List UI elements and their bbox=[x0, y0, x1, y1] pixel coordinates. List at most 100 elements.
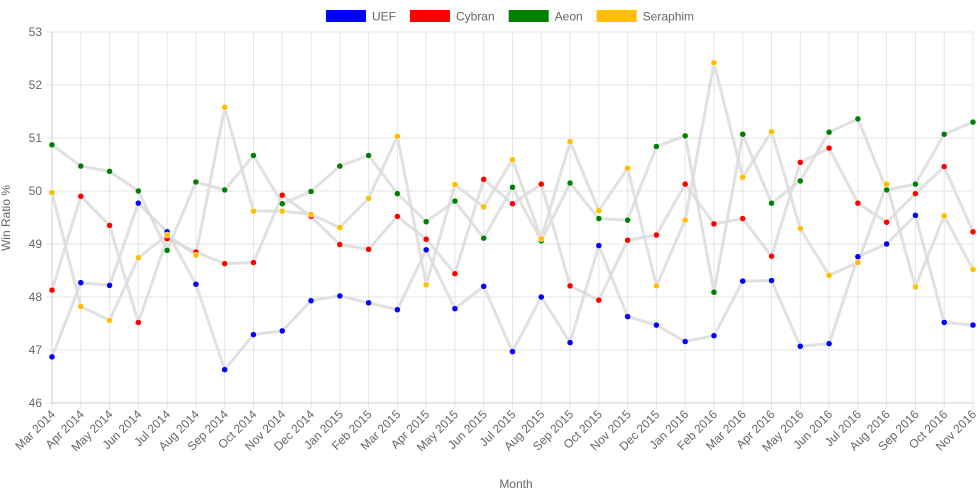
data-point-cybran bbox=[538, 180, 545, 188]
data-point-seraphim bbox=[710, 59, 718, 66]
data-point-uef bbox=[77, 279, 85, 286]
data-point-cybran bbox=[221, 260, 228, 267]
data-point-cybran bbox=[595, 296, 603, 304]
data-point-aeon bbox=[250, 152, 257, 159]
data-point-seraphim bbox=[365, 195, 372, 202]
data-point-seraphim bbox=[307, 211, 315, 218]
data-point-cybran bbox=[653, 231, 660, 239]
data-point-uef bbox=[653, 321, 660, 329]
y-tick-label: 48 bbox=[29, 290, 43, 304]
data-point-uef bbox=[710, 332, 718, 339]
data-point-seraphim bbox=[969, 266, 977, 273]
data-point-uef bbox=[509, 348, 516, 355]
data-point-uef bbox=[739, 277, 746, 285]
data-point-uef bbox=[797, 343, 804, 350]
data-point-cybran bbox=[480, 176, 487, 183]
data-point-seraphim bbox=[624, 164, 631, 172]
y-tick-label: 49 bbox=[29, 237, 43, 251]
data-point-seraphim bbox=[422, 281, 430, 289]
data-point-uef bbox=[221, 366, 228, 373]
data-point-cybran bbox=[883, 219, 890, 226]
data-point-cybran bbox=[279, 191, 286, 199]
data-point-aeon bbox=[221, 186, 228, 194]
data-point-seraphim bbox=[480, 203, 487, 211]
y-tick-label: 52 bbox=[29, 78, 43, 92]
data-point-aeon bbox=[279, 200, 286, 207]
data-point-aeon bbox=[854, 115, 862, 123]
data-point-cybran bbox=[739, 215, 746, 222]
legend-swatch-aeon bbox=[508, 10, 549, 22]
data-point-aeon bbox=[681, 132, 689, 140]
data-point-seraphim bbox=[854, 259, 862, 266]
data-point-cybran bbox=[135, 319, 142, 326]
data-point-uef bbox=[451, 305, 459, 312]
data-point-aeon bbox=[940, 131, 948, 138]
y-tick-label: 50 bbox=[29, 184, 43, 198]
data-point-seraphim bbox=[135, 254, 142, 262]
data-point-seraphim bbox=[912, 283, 919, 291]
data-point-uef bbox=[825, 340, 833, 347]
data-point-seraphim bbox=[192, 251, 200, 259]
data-point-seraphim bbox=[279, 207, 286, 215]
data-point-uef bbox=[883, 240, 890, 248]
data-point-uef bbox=[48, 353, 56, 361]
data-point-seraphim bbox=[768, 128, 775, 135]
data-point-aeon bbox=[509, 184, 516, 191]
data-point-cybran bbox=[940, 163, 948, 170]
data-point-aeon bbox=[739, 131, 746, 138]
data-point-uef bbox=[307, 297, 315, 304]
y-tick-label: 46 bbox=[29, 396, 43, 410]
grid bbox=[46, 31, 974, 409]
data-point-seraphim bbox=[566, 138, 574, 145]
data-point-aeon bbox=[451, 197, 459, 205]
data-point-aeon bbox=[566, 179, 574, 187]
data-point-uef bbox=[566, 339, 574, 346]
data-point-aeon bbox=[912, 180, 919, 188]
legend-label-seraphim: Seraphim bbox=[643, 10, 694, 24]
data-point-cybran bbox=[681, 180, 689, 188]
data-point-cybran bbox=[768, 252, 775, 260]
data-point-seraphim bbox=[221, 104, 228, 111]
data-point-cybran bbox=[451, 270, 459, 277]
data-point-cybran bbox=[394, 213, 401, 220]
data-point-aeon bbox=[710, 288, 718, 296]
data-point-seraphim bbox=[77, 303, 85, 310]
data-point-cybran bbox=[912, 190, 919, 197]
data-point-cybran bbox=[566, 282, 574, 290]
data-point-aeon bbox=[336, 162, 344, 170]
data-point-aeon bbox=[653, 143, 660, 150]
data-point-cybran bbox=[250, 259, 257, 266]
data-point-cybran bbox=[825, 144, 833, 152]
y-tick-label: 53 bbox=[29, 25, 43, 39]
data-point-cybran bbox=[710, 220, 718, 228]
data-point-aeon bbox=[394, 190, 401, 197]
data-point-uef bbox=[336, 292, 344, 300]
y-axis-label: Win Ratio % bbox=[0, 185, 13, 251]
data-point-aeon bbox=[422, 218, 430, 225]
data-point-cybran bbox=[106, 222, 113, 229]
data-point-uef bbox=[624, 313, 631, 320]
y-tick-label: 47 bbox=[29, 343, 43, 357]
data-point-uef bbox=[250, 331, 257, 338]
data-point-cybran bbox=[365, 246, 372, 253]
data-point-seraphim bbox=[825, 272, 833, 279]
data-point-uef bbox=[969, 321, 977, 329]
data-point-seraphim bbox=[883, 180, 890, 188]
data-point-aeon bbox=[768, 199, 775, 207]
data-point-uef bbox=[595, 242, 603, 249]
x-axis-label: Month bbox=[499, 477, 532, 490]
data-point-cybran bbox=[797, 159, 804, 166]
data-point-seraphim bbox=[336, 224, 344, 231]
data-point-uef bbox=[279, 327, 286, 335]
data-point-seraphim bbox=[681, 216, 689, 224]
data-point-seraphim bbox=[48, 189, 56, 196]
data-point-cybran bbox=[509, 200, 516, 207]
series-points bbox=[48, 59, 977, 373]
data-point-aeon bbox=[797, 177, 804, 185]
data-point-seraphim bbox=[394, 133, 401, 140]
data-point-cybran bbox=[854, 199, 862, 207]
data-point-uef bbox=[365, 299, 372, 307]
data-point-aeon bbox=[307, 188, 315, 195]
